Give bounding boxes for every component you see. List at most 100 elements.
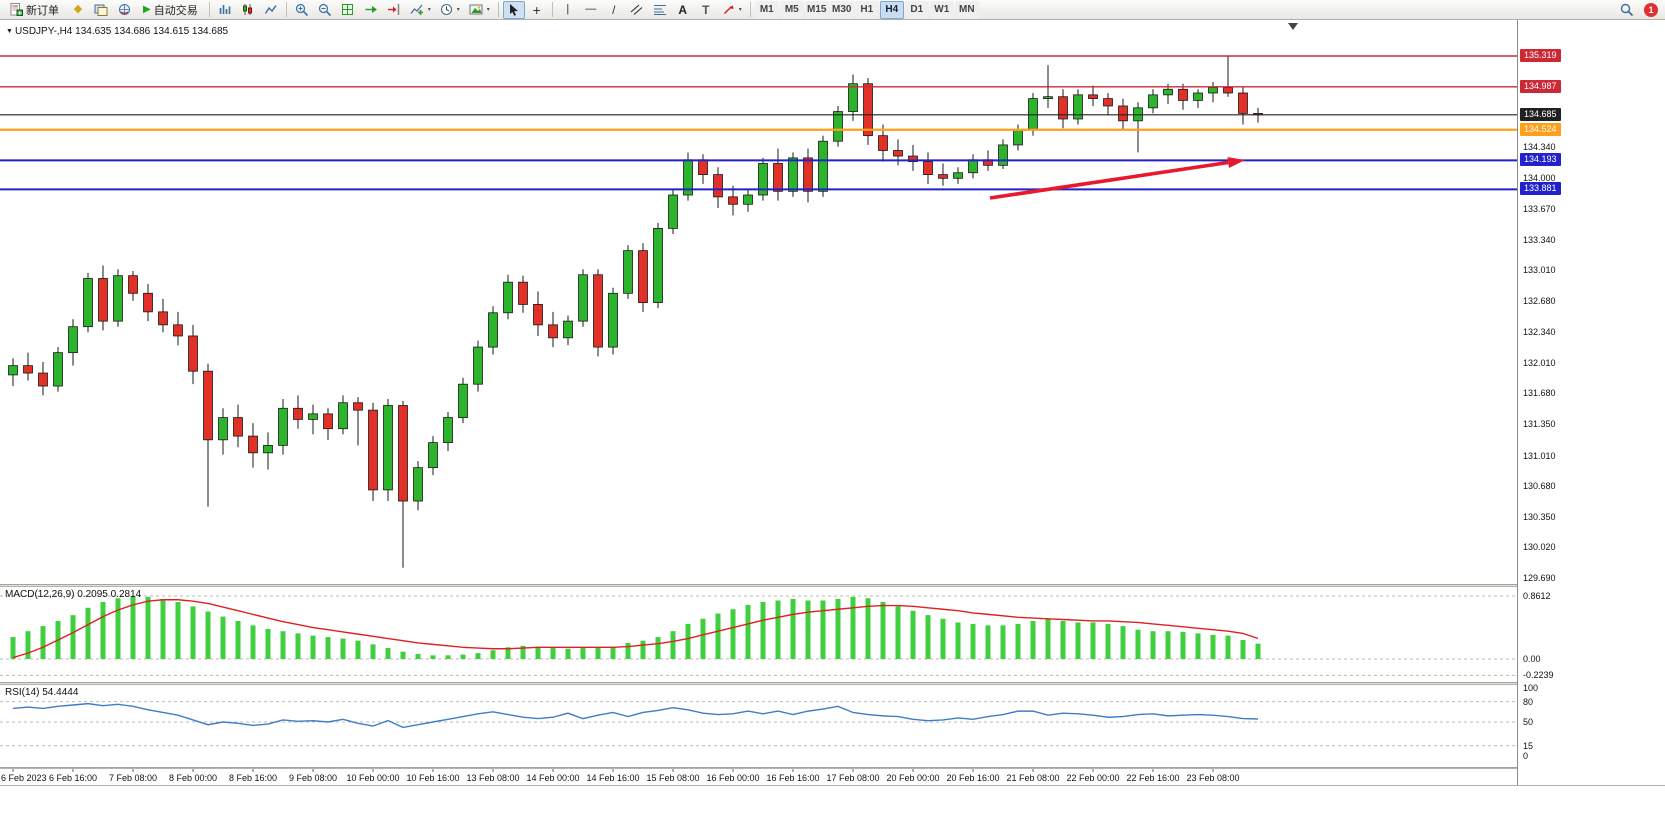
zoom-in-icon (295, 3, 308, 16)
arrows-button[interactable]: ▾ (718, 1, 746, 19)
main-price-chart[interactable] (0, 20, 1517, 584)
text-button[interactable]: A (672, 1, 694, 19)
arrows-icon (723, 5, 734, 14)
timeframe-mn-button[interactable]: MN (954, 0, 979, 19)
candle-body (278, 407, 288, 446)
channel-button[interactable] (626, 1, 648, 19)
templates-button[interactable]: ▾ (465, 1, 494, 19)
time-axis-label: 9 Feb 08:00 (289, 773, 337, 783)
candle-body (293, 407, 303, 420)
macd-signal-line (12, 599, 1259, 659)
rsi-panel[interactable] (0, 685, 1517, 767)
new-order-button[interactable]: 新订单 (3, 1, 66, 19)
indicators-button[interactable]: ▾ (406, 1, 435, 19)
cursor-icon (509, 4, 518, 16)
candle-body (83, 278, 93, 328)
tile-windows-button[interactable] (337, 1, 359, 19)
candle-body (1118, 105, 1128, 122)
price-axis-column[interactable]: 134.340 134.000 133.670 133.340 133.010 132.6… (1517, 20, 1665, 785)
candle-body (668, 194, 678, 229)
candle-body (833, 111, 843, 142)
indicators-icon (410, 4, 423, 15)
market-watch-icon (118, 4, 130, 15)
bar-chart-button[interactable] (214, 1, 236, 19)
toolbar-separator (497, 2, 499, 17)
chart-shift-button[interactable] (383, 1, 405, 19)
candle-body (803, 157, 813, 192)
time-axis[interactable]: 6 Feb 2023 6 Feb 16:00 7 Feb 08:00 8 Feb 00… (0, 769, 1517, 785)
chart-title-text: USDJPY-,H4 134.635 134.686 134.615 134.6… (14, 26, 229, 37)
line-chart-button[interactable] (260, 1, 282, 19)
panel-splitter[interactable] (0, 584, 1665, 587)
timeframe-h1-button[interactable]: H1 (854, 0, 879, 19)
macd-panel[interactable] (0, 587, 1517, 682)
cursor-button[interactable] (502, 0, 525, 19)
periods-button[interactable]: ▾ (436, 1, 464, 19)
timeframe-m30-button[interactable]: M30 (829, 0, 854, 19)
autotrading-button[interactable]: ▶ 自动交易 (136, 1, 205, 19)
trend-arrow-shaft[interactable] (989, 160, 1229, 200)
time-axis-label: 14 Feb 00:00 (526, 773, 579, 783)
axis-label: 132.680 (1523, 296, 1556, 306)
axis-label: 134.340 (1523, 142, 1556, 152)
candle-body (488, 312, 498, 348)
autotrading-play-icon: ▶ (143, 3, 151, 15)
candle-body (773, 163, 783, 192)
toolbar-separator (749, 2, 751, 17)
candle-body (518, 281, 528, 305)
panel-splitter[interactable] (0, 682, 1665, 685)
toolbar-right-group: 1 (1616, 1, 1662, 19)
candle-body (323, 413, 333, 430)
axis-label: 130.350 (1523, 512, 1556, 522)
axis-label: 131.350 (1523, 419, 1556, 429)
candle-body (128, 275, 138, 294)
horizontal-line-button[interactable]: — (580, 1, 602, 19)
text-label-icon: T (702, 2, 710, 17)
time-axis-label: 22 Feb 00:00 (1066, 773, 1119, 783)
candlestick-chart-button[interactable] (237, 1, 259, 19)
market-watch-button[interactable] (113, 1, 135, 19)
axis-label: 0.8612 (1523, 591, 1551, 601)
candle-body (953, 172, 963, 179)
candle-body (938, 174, 948, 179)
trendline-button[interactable]: / (603, 1, 625, 19)
dropdown-caret-icon: ▾ (486, 6, 490, 13)
chart-shift-marker[interactable] (1288, 23, 1298, 30)
candle-body (98, 278, 108, 322)
trend-arrow-head[interactable] (1227, 157, 1245, 168)
auto-scroll-button[interactable] (360, 1, 382, 19)
candle-body (53, 352, 63, 387)
search-button[interactable] (1616, 1, 1638, 19)
toolbar-separator (551, 2, 553, 17)
crosshair-button[interactable]: + (526, 1, 548, 19)
time-axis-label: 6 Feb 2023 (1, 773, 47, 783)
timeframe-h4-button[interactable]: H4 (879, 0, 904, 19)
price-tag: 134.987 (1520, 80, 1561, 93)
price-tag: 134.524 (1520, 123, 1561, 136)
candle-body (1043, 96, 1053, 99)
candle-body (203, 370, 213, 441)
zoom-in-button[interactable] (291, 1, 313, 19)
text-label-button[interactable]: T (695, 1, 717, 19)
timeframe-m15-button[interactable]: M15 (804, 0, 829, 19)
vertical-line-button[interactable]: | (557, 1, 579, 19)
zoom-out-button[interactable] (314, 1, 336, 19)
candle-body (638, 250, 648, 303)
timeframe-m5-button[interactable]: M5 (779, 0, 804, 19)
text-icon: A (678, 2, 688, 17)
panel-splitter[interactable] (0, 767, 1665, 769)
auto-scroll-icon (365, 6, 377, 13)
fibonacci-button[interactable] (649, 1, 671, 19)
timeframe-d1-button[interactable]: D1 (904, 0, 929, 19)
candle-body (698, 159, 708, 176)
timeframe-m1-button[interactable]: M1 (754, 0, 779, 19)
time-axis-label: 16 Feb 16:00 (766, 773, 819, 783)
timeframe-w1-button[interactable]: W1 (929, 0, 954, 19)
candle-body (413, 467, 423, 502)
notification-badge[interactable]: 1 (1644, 2, 1658, 17)
candle-body (743, 194, 753, 205)
profiles-button[interactable] (90, 1, 112, 19)
candle-body (173, 324, 183, 337)
mql-community-button[interactable]: ◆ (67, 1, 89, 19)
time-axis-label: 21 Feb 08:00 (1006, 773, 1059, 783)
